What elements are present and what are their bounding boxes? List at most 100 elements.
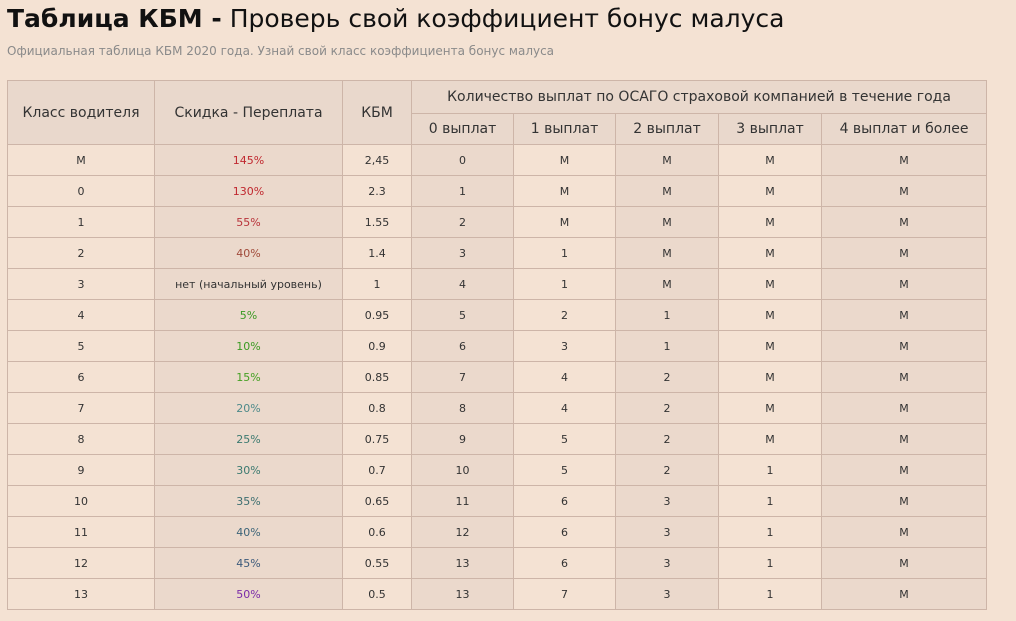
cell-driver-class: 12	[7, 547, 155, 579]
cell-payouts-3: М	[718, 144, 822, 176]
cell-payouts-1: 4	[513, 392, 616, 424]
cell-kbm: 1	[342, 268, 412, 300]
table-row: 10 35% 0.65 11 6 3 1 М	[7, 485, 988, 517]
cell-kbm: 0.95	[342, 299, 412, 331]
cell-payouts-1: 4	[513, 361, 616, 393]
table-header: Класс водителя Скидка - Переплата КБМ Ко…	[7, 80, 988, 145]
header-payouts-4: 4 выплат и более	[820, 113, 988, 145]
cell-driver-class: 2	[7, 237, 155, 269]
header-payouts-0: 0 выплат	[411, 113, 514, 145]
cell-payouts-0: 12	[411, 516, 514, 548]
cell-discount: 20%	[154, 392, 343, 424]
header-discount: Скидка - Переплата	[154, 80, 343, 145]
table-body: М 145% 2,45 0 М М М М 0 130% 2.3 1 М М М М 1 55% 1.55 2 М М М М…	[7, 144, 988, 610]
cell-payouts-2: М	[615, 268, 719, 300]
table-row: 7 20% 0.8 8 4 2 М М	[7, 392, 988, 424]
cell-payouts-3: М	[718, 206, 822, 238]
cell-payouts-4: М	[820, 547, 988, 579]
cell-payouts-3: М	[718, 237, 822, 269]
cell-payouts-0: 6	[411, 330, 514, 362]
cell-discount: 55%	[154, 206, 343, 238]
cell-payouts-1: 1	[513, 237, 616, 269]
cell-driver-class: 0	[7, 175, 155, 207]
cell-driver-class: 8	[7, 423, 155, 455]
cell-payouts-1: 2	[513, 299, 616, 331]
cell-payouts-0: 1	[411, 175, 514, 207]
cell-payouts-1: М	[513, 144, 616, 176]
cell-payouts-0: 9	[411, 423, 514, 455]
cell-payouts-4: М	[820, 206, 988, 238]
cell-discount: 40%	[154, 237, 343, 269]
cell-kbm: 0.8	[342, 392, 412, 424]
cell-payouts-4: М	[820, 392, 988, 424]
cell-kbm: 2.3	[342, 175, 412, 207]
table-row: 12 45% 0.55 13 6 3 1 М	[7, 547, 988, 579]
cell-kbm: 1.4	[342, 237, 412, 269]
header-payouts-2: 2 выплат	[615, 113, 719, 145]
cell-discount: 130%	[154, 175, 343, 207]
table-row: 4 5% 0.95 5 2 1 М М	[7, 299, 988, 331]
cell-payouts-4: М	[820, 330, 988, 362]
table-row: 11 40% 0.6 12 6 3 1 М	[7, 516, 988, 548]
cell-driver-class: 1	[7, 206, 155, 238]
table-row: 9 30% 0.7 10 5 2 1 М	[7, 454, 988, 486]
cell-discount: 35%	[154, 485, 343, 517]
cell-discount: нет (начальный уровень)	[154, 268, 343, 300]
cell-payouts-3: 1	[718, 454, 822, 486]
page-title-rest: Проверь свой коэффициент бонус малуса	[221, 4, 785, 33]
cell-payouts-4: М	[820, 423, 988, 455]
cell-payouts-0: 7	[411, 361, 514, 393]
cell-payouts-2: М	[615, 206, 719, 238]
cell-payouts-4: М	[820, 237, 988, 269]
cell-payouts-1: М	[513, 175, 616, 207]
cell-discount: 40%	[154, 516, 343, 548]
header-payouts-3: 3 выплат	[718, 113, 822, 145]
cell-payouts-4: М	[820, 454, 988, 486]
cell-discount: 45%	[154, 547, 343, 579]
cell-payouts-2: 2	[615, 454, 719, 486]
cell-payouts-2: 2	[615, 392, 719, 424]
cell-payouts-2: 1	[615, 299, 719, 331]
cell-payouts-2: 3	[615, 516, 719, 548]
cell-discount: 50%	[154, 578, 343, 610]
cell-driver-class: 5	[7, 330, 155, 362]
cell-driver-class: 7	[7, 392, 155, 424]
table-row: 6 15% 0.85 7 4 2 М М	[7, 361, 988, 393]
page-subtitle: Официальная таблица КБМ 2020 года. Узнай…	[7, 44, 555, 58]
cell-payouts-2: 3	[615, 578, 719, 610]
table-row: М 145% 2,45 0 М М М М	[7, 144, 988, 176]
header-payouts-1: 1 выплат	[513, 113, 616, 145]
cell-payouts-3: 1	[718, 578, 822, 610]
cell-discount: 30%	[154, 454, 343, 486]
cell-payouts-2: 1	[615, 330, 719, 362]
cell-payouts-1: 6	[513, 516, 616, 548]
page-title-bold: Таблица КБМ -	[7, 4, 222, 33]
table-row: 13 50% 0.5 13 7 3 1 М	[7, 578, 988, 610]
table-row: 0 130% 2.3 1 М М М М	[7, 175, 988, 207]
cell-payouts-1: 3	[513, 330, 616, 362]
cell-payouts-1: М	[513, 206, 616, 238]
cell-payouts-1: 6	[513, 485, 616, 517]
cell-kbm: 0.55	[342, 547, 412, 579]
cell-payouts-4: М	[820, 485, 988, 517]
cell-discount: 10%	[154, 330, 343, 362]
cell-payouts-0: 10	[411, 454, 514, 486]
cell-payouts-3: М	[718, 361, 822, 393]
cell-discount: 5%	[154, 299, 343, 331]
cell-kbm: 0.85	[342, 361, 412, 393]
cell-payouts-4: М	[820, 299, 988, 331]
cell-payouts-2: М	[615, 144, 719, 176]
cell-payouts-0: 4	[411, 268, 514, 300]
cell-payouts-2: М	[615, 237, 719, 269]
cell-kbm: 1.55	[342, 206, 412, 238]
cell-payouts-3: М	[718, 423, 822, 455]
cell-payouts-2: 2	[615, 423, 719, 455]
table-row: 1 55% 1.55 2 М М М М	[7, 206, 988, 238]
cell-payouts-4: М	[820, 578, 988, 610]
table-row: 8 25% 0.75 9 5 2 М М	[7, 423, 988, 455]
header-driver-class: Класс водителя	[7, 80, 155, 145]
cell-payouts-3: 1	[718, 485, 822, 517]
cell-driver-class: 10	[7, 485, 155, 517]
table-row: 5 10% 0.9 6 3 1 М М	[7, 330, 988, 362]
header-kbm: КБМ	[342, 80, 412, 145]
